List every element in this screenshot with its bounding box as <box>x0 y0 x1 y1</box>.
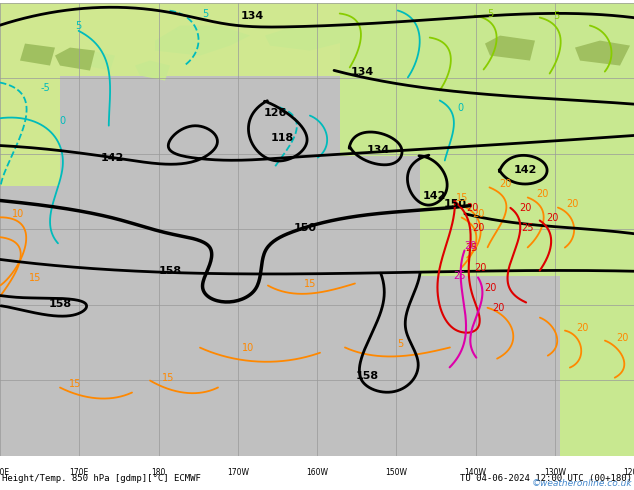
Text: 142: 142 <box>422 191 446 200</box>
Text: 5: 5 <box>487 9 493 19</box>
Text: 130W: 130W <box>544 468 566 477</box>
Polygon shape <box>490 66 634 130</box>
Text: 15: 15 <box>456 193 468 202</box>
Text: 20: 20 <box>466 202 478 213</box>
Text: 15: 15 <box>69 379 81 389</box>
Text: 5: 5 <box>202 9 208 19</box>
Bar <box>420 156 634 275</box>
Text: 10: 10 <box>242 343 254 353</box>
Text: 158: 158 <box>158 266 181 275</box>
Polygon shape <box>155 25 250 55</box>
Text: 150: 150 <box>294 222 316 233</box>
Bar <box>0 2 634 75</box>
Bar <box>560 275 634 456</box>
Text: Height/Temp. 850 hPa [gdmp][°C] ECMWF: Height/Temp. 850 hPa [gdmp][°C] ECMWF <box>2 474 201 483</box>
Text: 25: 25 <box>522 222 534 233</box>
Text: 118: 118 <box>270 133 294 143</box>
Polygon shape <box>80 50 115 71</box>
Polygon shape <box>135 61 170 80</box>
Text: 25: 25 <box>466 243 478 252</box>
Text: 158: 158 <box>356 370 378 381</box>
Text: 20: 20 <box>566 198 578 209</box>
Text: -5: -5 <box>40 83 50 93</box>
Text: 142: 142 <box>514 165 537 174</box>
Text: 20: 20 <box>546 213 558 222</box>
Polygon shape <box>485 36 535 61</box>
Text: 150W: 150W <box>385 468 407 477</box>
Text: 5: 5 <box>397 339 403 348</box>
Text: 20: 20 <box>492 303 504 313</box>
Text: ©weatheronline.co.uk: ©weatheronline.co.uk <box>531 479 632 488</box>
Text: 10: 10 <box>12 209 24 219</box>
Text: 20: 20 <box>464 241 476 250</box>
Text: 20: 20 <box>472 209 484 219</box>
Text: 140W: 140W <box>465 468 486 477</box>
Polygon shape <box>55 48 95 71</box>
Polygon shape <box>20 44 55 66</box>
Text: 15: 15 <box>304 279 316 289</box>
Text: 15: 15 <box>162 372 174 383</box>
Text: 134: 134 <box>366 145 390 154</box>
Polygon shape <box>455 5 620 41</box>
Text: 20: 20 <box>616 333 628 343</box>
Text: 126: 126 <box>263 108 287 118</box>
Text: 20: 20 <box>474 263 486 272</box>
Text: 170E: 170E <box>70 468 89 477</box>
Text: 20: 20 <box>519 202 531 213</box>
Polygon shape <box>575 41 630 66</box>
Text: 180E: 180E <box>0 468 10 477</box>
Text: 5: 5 <box>75 21 81 30</box>
Bar <box>0 75 60 186</box>
Text: 15: 15 <box>29 272 41 283</box>
Text: 20: 20 <box>472 222 484 233</box>
Text: 180: 180 <box>152 468 165 477</box>
Text: 5: 5 <box>553 11 559 21</box>
Text: 142: 142 <box>100 152 124 163</box>
Text: 0: 0 <box>59 116 65 125</box>
Polygon shape <box>265 25 350 50</box>
Text: 134: 134 <box>351 67 373 76</box>
Text: 20: 20 <box>484 283 496 293</box>
Text: 120W: 120W <box>623 468 634 477</box>
Text: 158: 158 <box>48 298 72 309</box>
Text: 150: 150 <box>444 198 467 209</box>
Text: 160W: 160W <box>306 468 328 477</box>
Text: 20: 20 <box>576 322 588 333</box>
Text: TU 04-06-2024 12:00 UTC (00+180): TU 04-06-2024 12:00 UTC (00+180) <box>460 474 632 483</box>
Text: 20: 20 <box>499 178 511 189</box>
Text: 170W: 170W <box>227 468 249 477</box>
Bar <box>340 2 634 156</box>
Text: 20: 20 <box>536 189 548 198</box>
Text: 25: 25 <box>454 270 466 281</box>
Text: 134: 134 <box>240 11 264 21</box>
Text: 0: 0 <box>457 102 463 113</box>
